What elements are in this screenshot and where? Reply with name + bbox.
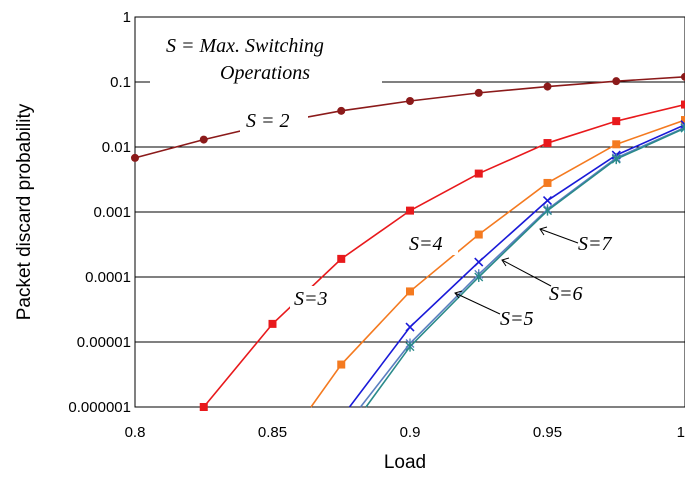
x-tick-label-1: 0.85 — [258, 424, 287, 441]
y-tick-label-6: 0.000001 — [68, 399, 131, 416]
series-line-s5 — [348, 124, 685, 408]
series-line-s3 — [203, 103, 685, 408]
y-axis-title: Packet discard probability — [14, 103, 35, 320]
point-s2-1 — [199, 135, 208, 144]
label-s2: S = 2 — [246, 110, 290, 132]
point-s3-4 — [474, 169, 483, 178]
arrow-s5 — [454, 292, 501, 315]
point-s7-4 — [611, 154, 621, 165]
point-s5-3 — [542, 195, 553, 206]
point-s3-7 — [681, 100, 685, 109]
legend-text-line2: Operations — [220, 62, 310, 84]
point-s2-7 — [612, 77, 621, 86]
point-s7-3 — [543, 205, 552, 216]
point-s7-5 — [680, 123, 685, 134]
x-tick-label-2: 0.9 — [400, 424, 421, 441]
label-s5: S=5 — [500, 308, 534, 330]
label-s4: S=4 — [409, 233, 443, 255]
point-s7-2 — [474, 272, 484, 282]
point-s2-0 — [131, 153, 139, 162]
series-s4 — [310, 116, 685, 408]
label-s7: S=7 — [578, 233, 612, 255]
arrow-s5-head — [454, 290, 463, 299]
point-s4-4 — [543, 178, 552, 187]
point-s3-6 — [612, 117, 621, 126]
point-s5-1 — [405, 322, 415, 332]
series-s6 — [359, 122, 685, 408]
point-s5-5 — [680, 120, 685, 130]
tick-labels: 1 0.1 0.01 0.001 0.0001 0.00001 0.000001 0.8 0.8… — [68, 9, 685, 441]
x-tick-label-3: 0.95 — [533, 424, 562, 441]
series-s7 — [365, 123, 685, 408]
label-s4-background — [406, 231, 458, 255]
point-s2-6 — [543, 82, 552, 91]
series-s5 — [348, 120, 685, 408]
point-s7-1 — [405, 341, 415, 352]
point-s3-5 — [543, 139, 552, 148]
y-tick-label-0: 1 — [123, 9, 131, 26]
y-tick-label-5: 0.00001 — [77, 334, 131, 351]
point-s4-2 — [406, 287, 414, 296]
series-line-s7 — [365, 127, 685, 408]
label-s3: S=3 — [294, 288, 328, 310]
legend-text-line1: S = Max. Switching — [166, 35, 324, 57]
series-line-s4 — [310, 119, 685, 408]
y-tick-label-3: 0.001 — [93, 204, 131, 221]
x-tick-label-4: 1 — [677, 424, 685, 441]
label-s2-background — [240, 108, 308, 132]
arrow-s7 — [539, 228, 579, 244]
point-s2-3 — [337, 106, 346, 115]
point-s5-2 — [474, 257, 484, 267]
arrow-s6-head — [501, 257, 510, 267]
plot-area-border — [134, 16, 685, 408]
x-tick-label-0: 0.8 — [125, 424, 146, 441]
annotation-arrows — [454, 226, 579, 315]
point-s3-1 — [268, 319, 277, 328]
y-tick-label-2: 0.01 — [102, 139, 131, 156]
point-s4-5 — [612, 140, 621, 149]
y-tick-label-1: 0.1 — [110, 74, 131, 91]
series-line-s6 — [359, 126, 685, 408]
point-s4-1 — [337, 360, 346, 369]
x-axis-title: Load — [384, 452, 426, 473]
legend-background — [150, 24, 382, 94]
arrow-s6 — [501, 259, 552, 287]
point-s4-6 — [681, 116, 685, 125]
label-s6: S=6 — [549, 283, 583, 305]
point-s2-4 — [406, 97, 414, 106]
arrow-s7-head — [539, 226, 548, 236]
point-s2-5 — [474, 88, 483, 97]
point-s3-2 — [337, 254, 346, 263]
y-tick-label-4: 0.0001 — [85, 269, 131, 286]
point-s2-8 — [681, 72, 685, 81]
point-s3-3 — [406, 206, 414, 215]
series-s3 — [199, 100, 685, 411]
point-s4-3 — [474, 230, 483, 239]
point-s3-0 — [199, 403, 208, 411]
label-s3-background — [290, 286, 342, 310]
